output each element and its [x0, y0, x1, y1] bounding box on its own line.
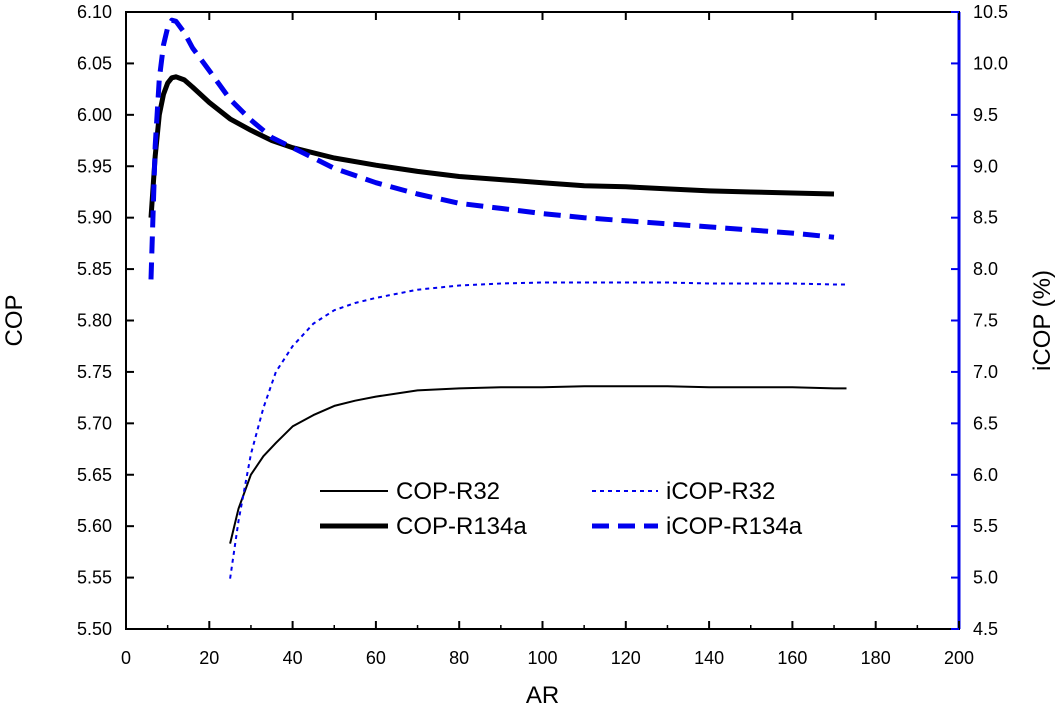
x-tick-label-20: 20 [199, 648, 219, 668]
y-right-tick-label-7.5: 7.5 [973, 311, 998, 331]
y-right-tick-label-10.0: 10.0 [973, 53, 1008, 73]
y-right-tick-label-7.0: 7.0 [973, 362, 998, 382]
y-tick-label-5.70: 5.70 [77, 413, 112, 433]
x-tick-label-0: 0 [121, 648, 131, 668]
x-axis-title: AR [526, 682, 559, 709]
y-axis-title: COP [1, 294, 28, 346]
y-tick-label-5.80: 5.80 [77, 311, 112, 331]
x-tick-label-140: 140 [694, 648, 724, 668]
y-right-tick-label-9.0: 9.0 [973, 156, 998, 176]
legend-label-icop-r134a: iCOP-R134a [666, 513, 803, 540]
y-right-tick-label-8.0: 8.0 [973, 259, 998, 279]
x-tick-label-60: 60 [366, 648, 386, 668]
x-tick-label-100: 100 [527, 648, 557, 668]
y-tick-label-5.90: 5.90 [77, 208, 112, 228]
y-tick-label-5.50: 5.50 [77, 619, 112, 639]
y-tick-label-5.55: 5.55 [77, 568, 112, 588]
y-tick-label-5.65: 5.65 [77, 465, 112, 485]
y-tick-label-5.75: 5.75 [77, 362, 112, 382]
y-tick-label-6.10: 6.10 [77, 2, 112, 22]
series-line-cop-r134a [148, 74, 835, 218]
legend-label-cop-r32: COP-R32 [396, 478, 500, 505]
x-tick-label-200: 200 [944, 648, 974, 668]
x-tick-label-80: 80 [449, 648, 469, 668]
y-tick-label-6.00: 6.00 [77, 105, 112, 125]
series-line-cop-r32 [229, 385, 847, 544]
legend: COP-R32 COP-R134a iCOP-R32 iCOP-R134a [320, 478, 803, 540]
x-tick-label-120: 120 [611, 648, 641, 668]
y-tick-label-5.60: 5.60 [77, 516, 112, 536]
y-right-tick-label-5.5: 5.5 [973, 516, 998, 536]
ticks-layer: 0 20 40 60 80 100 120 140 160 180 200 5.50 5.55 5.60 5… [77, 2, 1008, 668]
series-layer [148, 17, 847, 579]
legend-label-cop-r134a: COP-R134a [396, 513, 527, 540]
y-right-tick-label-8.5: 8.5 [973, 208, 998, 228]
y-right-tick-label-9.5: 9.5 [973, 105, 998, 125]
plot-frame [125, 11, 960, 630]
legend-label-icop-r32: iCOP-R32 [666, 478, 775, 505]
y-right-tick-label-5.0: 5.0 [973, 568, 998, 588]
y-right-tick-label-4.5: 4.5 [973, 619, 998, 639]
x-tick-label-160: 160 [777, 648, 807, 668]
y-right-tick-label-10.5: 10.5 [973, 2, 1008, 22]
y-right-tick-label-6.0: 6.0 [973, 465, 998, 485]
series-line-icop-r32 [229, 281, 847, 579]
y-tick-label-5.95: 5.95 [77, 156, 112, 176]
x-tick-label-180: 180 [861, 648, 891, 668]
series-line-icop-r134a [148, 17, 835, 280]
y-axis-right-title: iCOP (%) [1029, 270, 1056, 371]
x-tick-label-40: 40 [283, 648, 303, 668]
y-right-tick-label-6.5: 6.5 [973, 413, 998, 433]
y-tick-label-5.85: 5.85 [77, 259, 112, 279]
y-tick-label-6.05: 6.05 [77, 53, 112, 73]
